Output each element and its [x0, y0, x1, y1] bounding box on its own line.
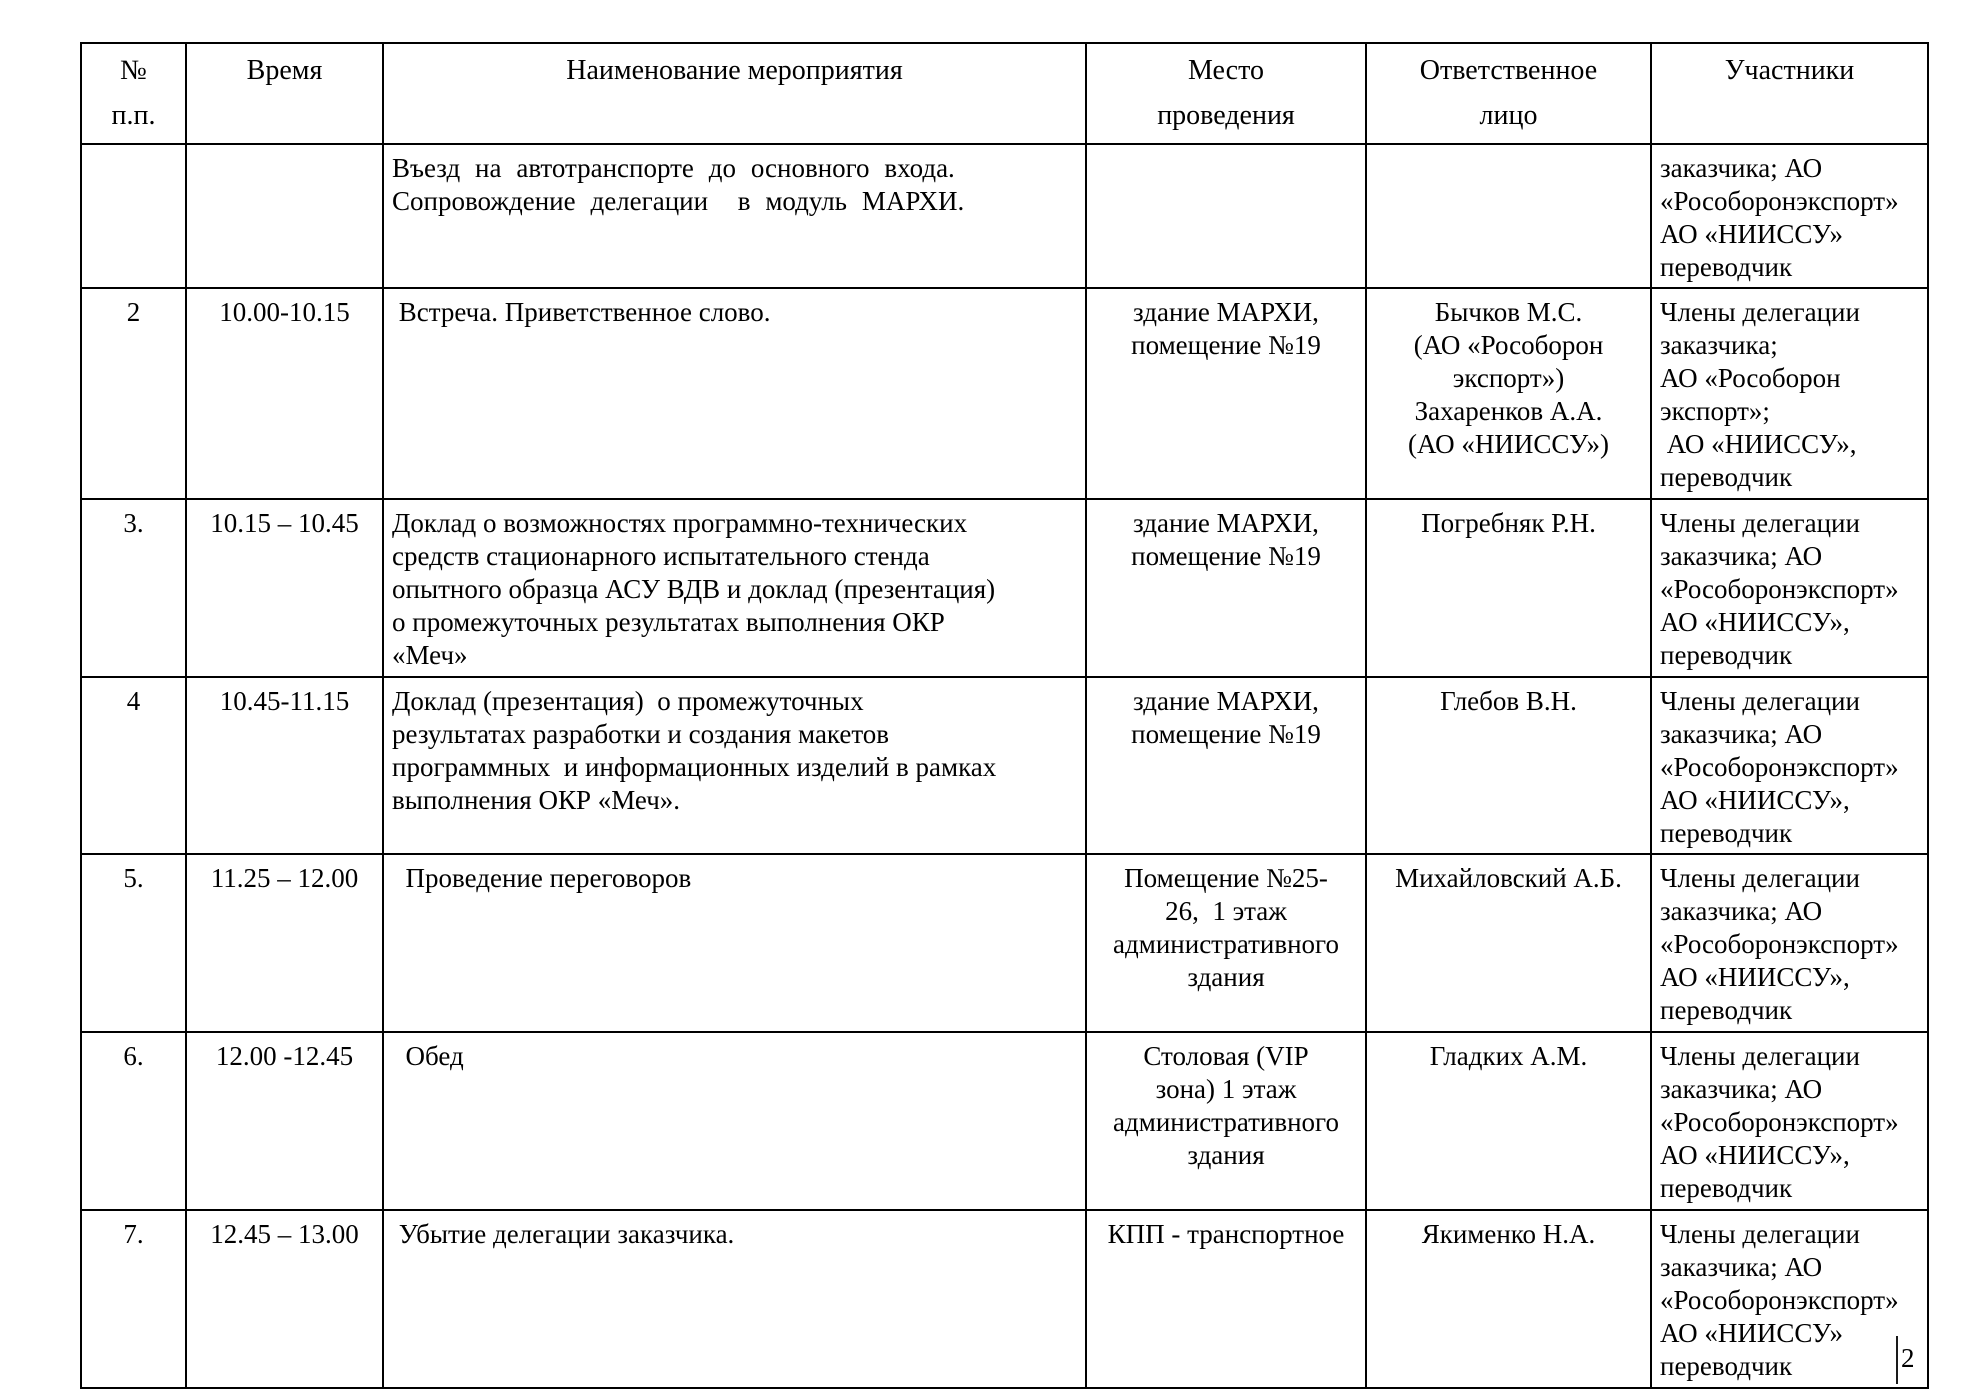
- cell-participants: Члены делегации заказчика; АО «Рособорон…: [1650, 498, 1929, 678]
- cell-place: Помещение №25- 26, 1 этаж административн…: [1085, 853, 1367, 1034]
- cell-responsible: Михайловский А.Б.: [1365, 853, 1652, 1034]
- cell-event: Доклад о возможностях программно-техниче…: [382, 498, 1087, 678]
- cell-time: 10.15 – 10.45: [185, 498, 384, 678]
- cell-place: КПП - транспортное: [1085, 1208, 1367, 1389]
- table-row: 3. 10.15 – 10.45 Доклад о возможностях п…: [80, 498, 1929, 678]
- cell-number: 6.: [80, 1031, 187, 1211]
- header-row: № п.п. Время Наименование мероприятия Ме…: [80, 42, 1929, 145]
- cell-time: 12.00 -12.45: [185, 1031, 384, 1211]
- table-row: 5. 11.25 – 12.00 Проведение переговоров …: [80, 853, 1929, 1034]
- column-header-event: Наименование мероприятия: [382, 42, 1087, 145]
- column-header-time: Время: [185, 42, 384, 145]
- cell-responsible: Погребняк Р.Н.: [1365, 498, 1652, 678]
- cell-event: Въезд на автотранспорте до основного вхо…: [382, 142, 1087, 290]
- cell-participants: Члены делегации заказчика; АО «Рособорон…: [1650, 1031, 1929, 1211]
- cell-responsible: Гладких А.М.: [1365, 1031, 1652, 1211]
- cell-time: 12.45 – 13.00: [185, 1208, 384, 1389]
- cell-time: 10.00-10.15: [185, 287, 384, 501]
- cell-event: Проведение переговоров: [382, 853, 1087, 1034]
- cell-participants: Члены делегации заказчика; АО «Рособорон…: [1650, 675, 1929, 856]
- cell-place: Столовая (VIP зона) 1 этаж административ…: [1085, 1031, 1367, 1211]
- cell-number: 2: [80, 287, 187, 501]
- table-row: 7. 12.45 – 13.00 Убытие делегации заказч…: [80, 1208, 1929, 1389]
- page-number: 2: [1901, 1343, 1915, 1373]
- cell-place: здание МАРХИ, помещение №19: [1085, 675, 1367, 856]
- page-margin-cursor: [1896, 1336, 1898, 1384]
- cell-event: Обед: [382, 1031, 1087, 1211]
- cell-participants: Члены делегации заказчика; АО «Рособорон…: [1650, 853, 1929, 1034]
- cell-event: Встреча. Приветственное слово.: [382, 287, 1087, 501]
- cell-time: [185, 142, 384, 290]
- cell-event: Убытие делегации заказчика.: [382, 1208, 1087, 1389]
- column-header-participants: Участники: [1650, 42, 1929, 145]
- cell-number: 5.: [80, 853, 187, 1034]
- cell-number: 3.: [80, 498, 187, 678]
- cell-place: здание МАРХИ, помещение №19: [1085, 287, 1367, 501]
- cell-number: 7.: [80, 1208, 187, 1389]
- table-row: 2 10.00-10.15 Встреча. Приветственное сл…: [80, 287, 1929, 501]
- cell-participants: Члены делегации заказчика; АО «Рособорон…: [1650, 287, 1929, 501]
- column-header-number: № п.п.: [80, 42, 187, 145]
- cell-number: 4: [80, 675, 187, 856]
- cell-participants: Члены делегации заказчика; АО «Рособорон…: [1650, 1208, 1929, 1389]
- cell-number: [80, 142, 187, 290]
- cell-event: Доклад (презентация) о промежуточных рез…: [382, 675, 1087, 856]
- column-header-responsible: Ответственное лицо: [1365, 42, 1652, 145]
- table-row: 6. 12.00 -12.45 Обед Столовая (VIP зона)…: [80, 1031, 1929, 1211]
- cell-responsible: Бычков М.С. (АО «Рособорон экспорт») Зах…: [1365, 287, 1652, 501]
- cell-responsible: [1365, 142, 1652, 290]
- cell-place: [1085, 142, 1367, 290]
- column-header-place: Место проведения: [1085, 42, 1367, 145]
- cell-time: 11.25 – 12.00: [185, 853, 384, 1034]
- cell-time: 10.45-11.15: [185, 675, 384, 856]
- table-row: Въезд на автотранспорте до основного вхо…: [80, 142, 1929, 290]
- cell-place: здание МАРХИ, помещение №19: [1085, 498, 1367, 678]
- schedule-table: № п.п. Время Наименование мероприятия Ме…: [80, 42, 1929, 1389]
- table-row: 4 10.45-11.15 Доклад (презентация) о про…: [80, 675, 1929, 856]
- cell-participants: заказчика; АО «Рособоронэкспорт» АО «НИИ…: [1650, 142, 1929, 290]
- cell-responsible: Якименко Н.А.: [1365, 1208, 1652, 1389]
- cell-responsible: Глебов В.Н.: [1365, 675, 1652, 856]
